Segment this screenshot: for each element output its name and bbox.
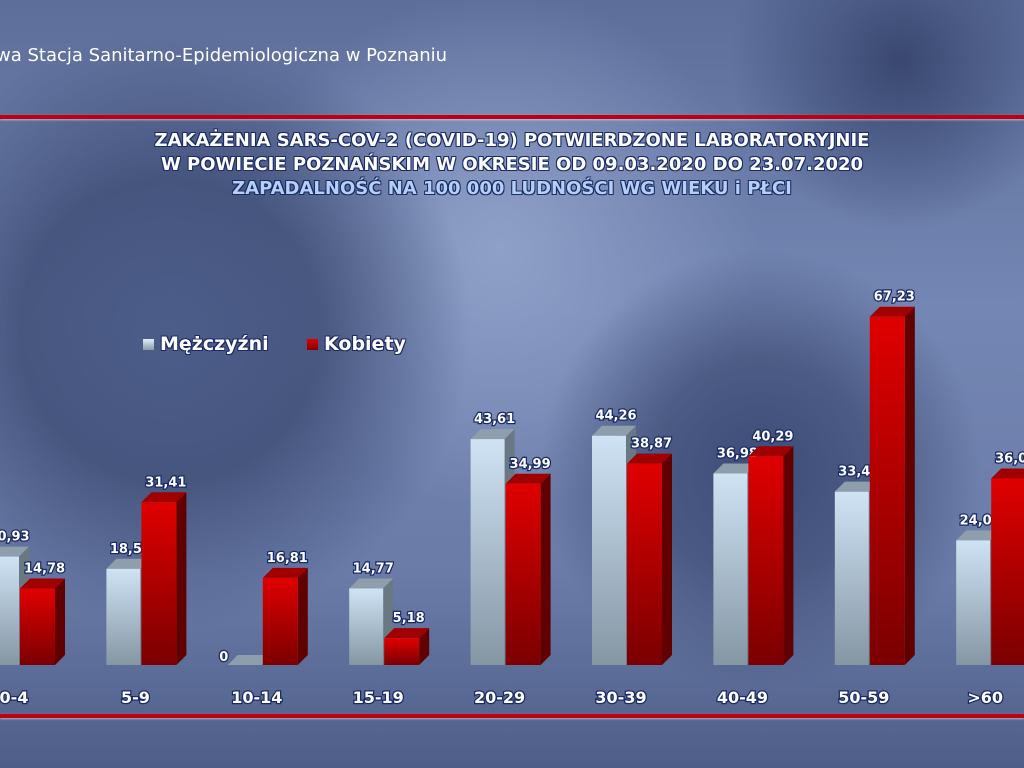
bar-top — [869, 306, 915, 317]
bar-top — [20, 578, 65, 589]
divider-top — [0, 115, 1024, 119]
data-label: 14,77 — [353, 561, 394, 576]
bar-women — [262, 577, 298, 665]
legend-swatch-women — [307, 338, 318, 350]
bar-top — [592, 425, 636, 436]
bar-side — [55, 578, 65, 665]
bar-top — [834, 481, 879, 492]
category-label: 30-39 — [595, 688, 646, 707]
bar-men — [713, 473, 748, 665]
category-label: 40-49 — [717, 688, 768, 707]
data-label: 20,93 — [0, 530, 30, 545]
legend-label-women: Kobiety — [324, 333, 406, 355]
data-label: 36,00 — [995, 452, 1024, 467]
bar-women — [20, 588, 55, 665]
legend-swatch-men — [143, 338, 154, 350]
category-label: 5-9 — [121, 688, 150, 707]
bar-side — [297, 567, 308, 665]
bar-men — [470, 439, 505, 665]
category-label: >60 — [967, 688, 1003, 707]
bar-side — [419, 628, 430, 665]
chart-title: ZAKAŻENIA SARS-COV-2 (COVID-19) POTWIERD… — [154, 130, 870, 151]
bar-men — [956, 540, 991, 665]
category-label: 0-4 — [0, 688, 28, 707]
category-label: 10-14 — [231, 688, 282, 707]
bar-side — [176, 492, 187, 665]
data-label: 24,06 — [960, 513, 1001, 528]
data-label: 14,78 — [24, 561, 65, 576]
data-label: 44,26 — [595, 409, 636, 424]
bar-top — [262, 567, 308, 578]
bar-men — [106, 568, 141, 665]
category-label: 50-59 — [838, 688, 889, 707]
data-label: 38,87 — [631, 437, 672, 452]
bar-side — [783, 446, 794, 665]
organization-name: wa Stacja Sanitarno-Epidemiologiczna w P… — [0, 45, 448, 66]
data-label: 33,46 — [838, 465, 879, 480]
chart-title-line2: W POWIECIE POZNAŃSKIM W OKRESIE OD 09.03… — [160, 154, 864, 175]
legend-item-women: Kobiety — [307, 333, 406, 355]
legend-label-men: Mężczyźni — [160, 333, 269, 355]
category-label: 20-29 — [474, 688, 525, 707]
bar-side — [904, 306, 915, 665]
bar-top — [227, 655, 272, 665]
bar-women — [141, 502, 177, 665]
data-label: 16,81 — [267, 551, 308, 566]
bar-women — [991, 478, 1024, 665]
data-label: 18,58 — [110, 542, 151, 557]
bar-top — [349, 578, 394, 589]
bar-top — [991, 468, 1024, 479]
bar-men — [0, 556, 19, 665]
bar-top — [748, 446, 794, 457]
bar-top — [470, 429, 515, 440]
bar-men — [349, 588, 384, 665]
bar-men — [834, 491, 869, 665]
data-label: 67,23 — [874, 290, 915, 305]
data-label: 34,99 — [510, 457, 551, 472]
divider-bottom — [0, 714, 1024, 718]
bar-top — [627, 453, 672, 464]
bar-women — [384, 638, 420, 665]
bar-top — [956, 530, 1001, 541]
bar-top — [505, 473, 551, 484]
bar-top — [713, 463, 758, 474]
bar-side — [540, 473, 551, 665]
bar-top — [106, 558, 151, 569]
data-label: 43,61 — [474, 412, 515, 427]
bar-top — [0, 546, 29, 557]
data-label: 40,29 — [752, 429, 793, 444]
bar-side — [662, 453, 672, 665]
bar-women — [627, 463, 662, 665]
data-label: 0 — [219, 650, 228, 665]
bar-men — [592, 435, 626, 665]
data-label: 31,41 — [145, 475, 186, 490]
bar-top — [141, 492, 187, 503]
data-label: 36,98 — [717, 446, 758, 461]
chart-subtitle: ZAPADALNOŚĆ NA 100 000 LUDNOŚCI WG WIEKU… — [232, 178, 792, 199]
legend-item-men: Mężczyźni — [143, 333, 269, 355]
bar-women — [505, 483, 541, 665]
bar-women — [748, 456, 784, 665]
data-label: 5,18 — [393, 611, 425, 626]
bar-top — [384, 628, 430, 639]
category-label: 15-19 — [353, 688, 404, 707]
bar-women — [869, 316, 905, 665]
